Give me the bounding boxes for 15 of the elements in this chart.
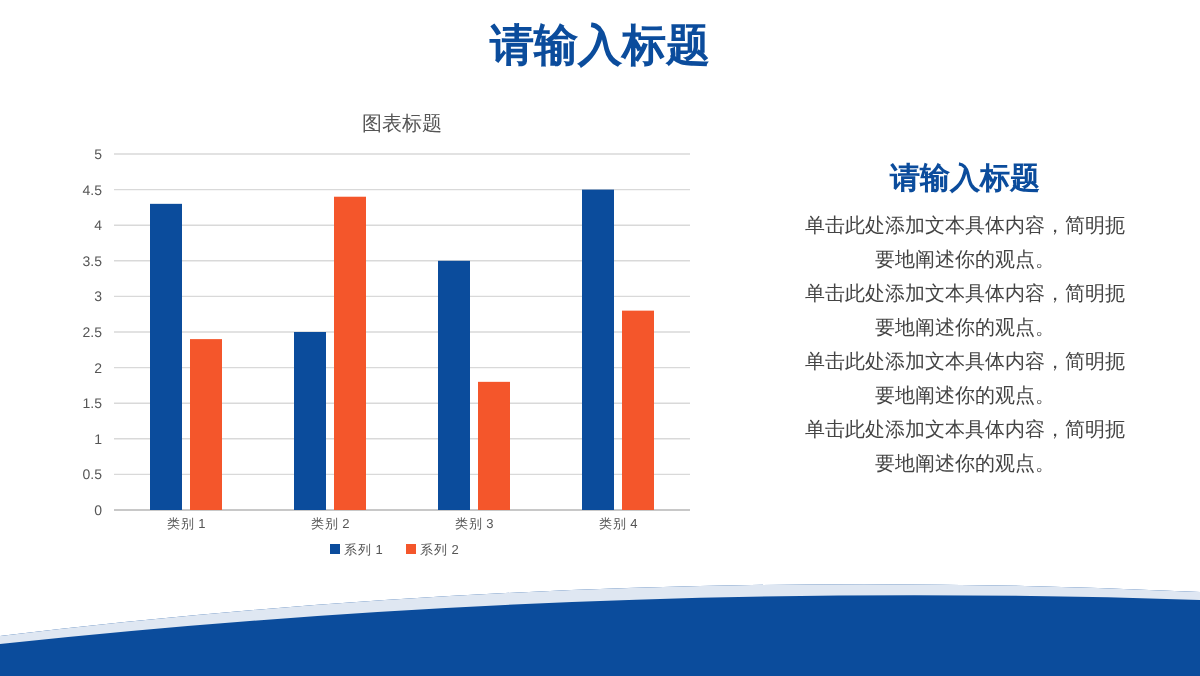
bar [478, 381, 510, 510]
bar [190, 339, 222, 510]
chart-title: 图表标题 [362, 112, 442, 136]
text: 单击此处添加文本具体内容，简明扼要地阐述你的观点。 [803, 281, 1127, 344]
bar [294, 332, 326, 510]
text: 单击此处添加文本具体内容，简明扼要地阐述你的观点。 [803, 417, 1127, 480]
bar [334, 196, 366, 510]
text: 请输入标题 [487, 18, 712, 74]
bar [438, 260, 470, 510]
text: 单击此处添加文本具体内容，简明扼要地阐述你的观点。 [803, 213, 1127, 276]
text: 单击此处添加文本具体内容，简明扼要地阐述你的观点。 [803, 349, 1127, 412]
bar [150, 203, 182, 510]
text: 请输入标题 [887, 160, 1042, 198]
bar [582, 189, 614, 510]
bar [622, 310, 654, 510]
